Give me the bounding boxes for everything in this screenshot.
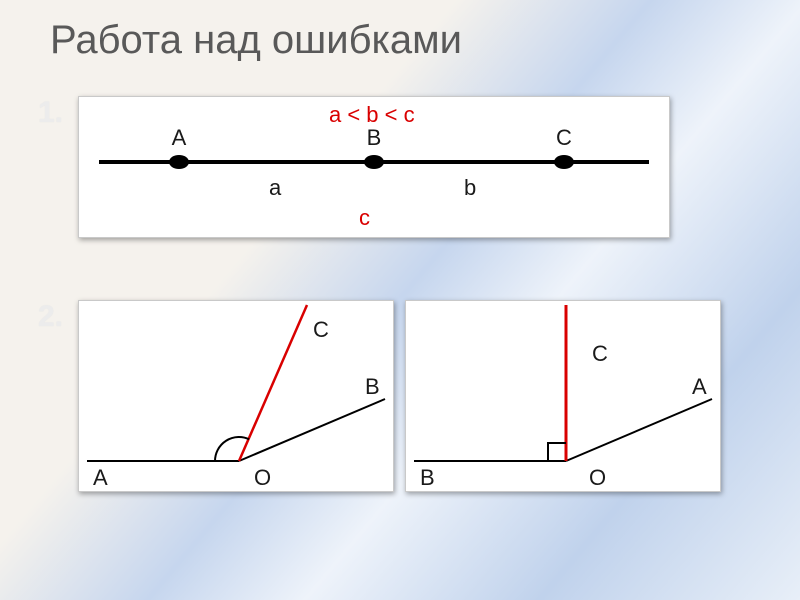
ray-label-B: B [420,465,435,490]
right-angle-mark [548,443,566,461]
diagram-angle-bisector-svg: A B C O [79,301,393,491]
segment-label-c: c [359,205,370,230]
diagram-right-angle: B A C O [405,300,721,492]
ray-label-B: B [365,374,380,399]
ray-C [239,305,307,461]
segment-label-b: b [464,175,476,200]
point-A-label: A [172,125,187,150]
diagram-right-angle-svg: B A C O [406,301,720,491]
inequality-label: a < b < c [329,102,415,127]
list-number-1: 1. [38,96,63,130]
list-number-2: 2. [38,300,63,334]
page-title: Работа над ошибками [50,18,462,63]
point-C-label: C [556,125,572,150]
point-A-dot [169,155,189,169]
diagram-number-line: A B C a b c a < b < c [78,96,670,238]
segment-label-a: a [269,175,282,200]
ray-label-A: A [93,465,108,490]
point-C-dot [554,155,574,169]
ray-label-C: C [313,317,329,342]
point-A: A [169,125,189,169]
ray-label-A: A [692,374,707,399]
point-B: B [364,125,384,169]
angle3-group: B A C O [414,305,712,490]
diagram-angle-bisector: A B C O [78,300,394,492]
vertex-label-O: O [589,465,606,490]
ray-A [566,399,712,461]
point-B-dot [364,155,384,169]
ray-label-C: C [592,341,608,366]
point-B-label: B [367,125,382,150]
diagram-number-line-svg: A B C a b c a < b < c [79,97,669,237]
point-C: C [554,125,574,169]
vertex-label-O: O [254,465,271,490]
angle2-group: A B C O [87,305,385,490]
